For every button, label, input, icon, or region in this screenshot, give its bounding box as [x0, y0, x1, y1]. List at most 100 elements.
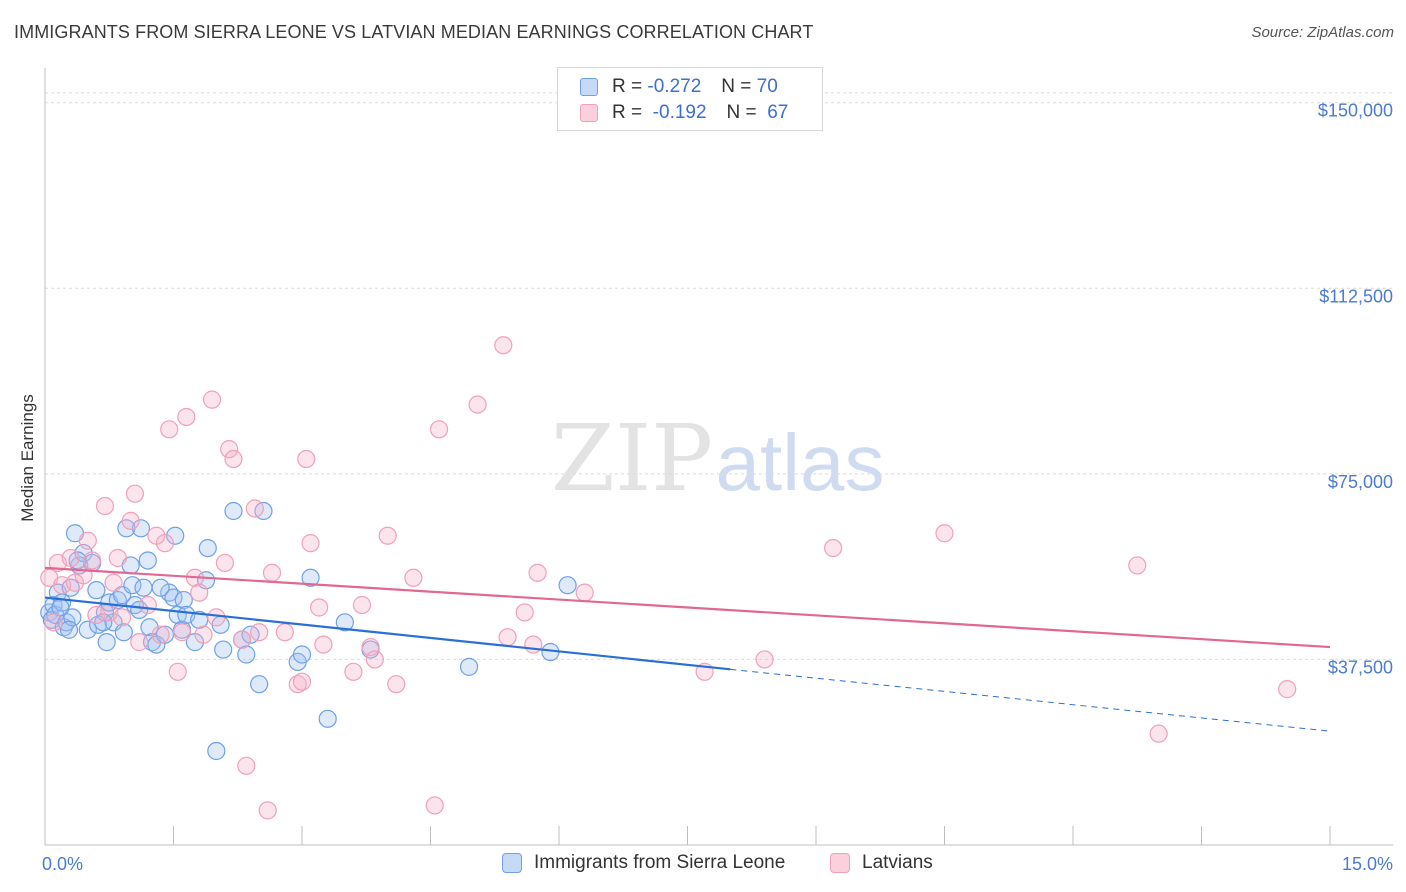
data-point	[335, 613, 354, 632]
x-tick-label-max: 15.0%	[1342, 854, 1393, 874]
data-point	[318, 709, 337, 728]
data-point	[232, 630, 252, 649]
data-point	[207, 608, 226, 627]
legend-label: Latvians	[862, 852, 933, 873]
data-point	[1128, 556, 1147, 575]
data-point	[262, 563, 282, 582]
data-point	[59, 620, 79, 639]
data-point	[237, 645, 256, 664]
data-point	[237, 756, 256, 775]
data-point	[151, 578, 170, 597]
legend-r-value: -0.272	[647, 76, 702, 97]
grid-lines	[45, 92, 1395, 660]
trend-line-latvians	[44, 566, 1331, 649]
y-tick-label: $112,500	[1319, 286, 1393, 306]
data-point	[172, 623, 192, 642]
data-point	[429, 420, 449, 439]
data-point	[292, 645, 312, 664]
data-point	[404, 568, 423, 587]
data-point	[207, 741, 226, 761]
legend-row-latvians: R = -0.192 N = 67	[580, 101, 788, 125]
tick-labels: $37,500 $75,000 $112,500 $150,000 0.0% 15.0%	[42, 101, 1393, 874]
data-point	[297, 449, 316, 469]
data-point	[202, 390, 222, 409]
axes	[44, 68, 1393, 846]
data-point	[524, 635, 543, 654]
legend-swatch-pink-icon	[580, 104, 598, 122]
y-axis-title: Median Earnings	[18, 394, 37, 522]
data-point	[174, 590, 193, 610]
data-point	[310, 598, 329, 617]
data-point	[160, 420, 179, 439]
data-point	[166, 526, 185, 545]
legend-r-label: R =	[612, 102, 643, 123]
data-point	[275, 623, 294, 642]
data-point	[134, 578, 153, 597]
correlation-legend: R = -0.272 N = 70 R = -0.192 N = 67	[557, 67, 823, 131]
data-point	[935, 524, 954, 543]
data-point	[194, 625, 213, 644]
y-tick-label: $37,500	[1328, 657, 1393, 677]
data-point	[755, 650, 774, 669]
data-point	[468, 395, 487, 414]
legend-n-value: 70	[756, 76, 778, 97]
data-point	[459, 657, 479, 676]
data-point	[528, 563, 547, 582]
source-label: Source: ZipAtlas.com	[1251, 24, 1394, 41]
chart-title: IMMIGRANTS FROM SIERRA LEONE VS LATVIAN …	[14, 22, 814, 42]
data-point	[258, 801, 277, 820]
legend-r-label: R =	[612, 76, 643, 97]
data-point	[94, 613, 113, 632]
data-point	[314, 635, 333, 654]
data-point	[130, 600, 149, 620]
data-point	[121, 511, 140, 530]
y-tick-label: $75,000	[1328, 472, 1393, 492]
watermark-atlas: atlas	[716, 418, 885, 507]
legend-swatch-blue-icon	[580, 78, 598, 96]
data-point	[365, 650, 384, 669]
data-point	[352, 595, 372, 615]
data-point	[177, 407, 196, 427]
data-point	[575, 583, 594, 602]
data-point	[87, 581, 106, 600]
trend-lines	[44, 566, 1331, 732]
data-point	[515, 603, 534, 622]
data-point	[125, 484, 145, 503]
data-point	[387, 675, 406, 694]
y-tick-label: $150,000	[1318, 101, 1393, 121]
data-point	[130, 633, 149, 652]
series-legend: Immigrants from Sierra Leone Latvians	[0, 852, 1406, 876]
legend-label: Immigrants from Sierra Leone	[534, 852, 786, 873]
data-point	[78, 531, 97, 550]
legend-swatch-pink-icon	[830, 853, 850, 873]
data-point	[151, 625, 170, 644]
data-point	[344, 662, 363, 681]
watermark-zip: ZIP	[551, 405, 713, 512]
data-point	[155, 534, 175, 553]
data-point	[97, 633, 116, 652]
x-tick-label-min: 0.0%	[42, 854, 83, 874]
data-point	[131, 519, 151, 538]
data-point	[1149, 724, 1168, 743]
watermark: ZIP atlas	[551, 405, 885, 512]
legend-item-latvians: Latvians	[830, 852, 933, 874]
data-point	[114, 623, 133, 642]
trend-line-sierra-leone	[44, 596, 731, 671]
legend-swatch-blue-icon	[502, 853, 522, 873]
data-point	[558, 576, 577, 595]
data-point	[292, 672, 312, 691]
data-point	[1278, 680, 1297, 699]
data-point	[425, 796, 444, 815]
data-point	[140, 618, 159, 637]
data-point	[824, 538, 843, 558]
trend-line-sierra-leone-extension	[730, 668, 1331, 732]
data-point	[78, 620, 97, 639]
data-point	[108, 548, 127, 568]
data-point	[138, 551, 157, 570]
data-point	[83, 551, 102, 570]
data-point	[95, 496, 115, 516]
data-point	[215, 553, 234, 573]
legend-n-value: 67	[767, 102, 789, 123]
data-point	[44, 613, 63, 632]
data-point	[138, 595, 157, 615]
